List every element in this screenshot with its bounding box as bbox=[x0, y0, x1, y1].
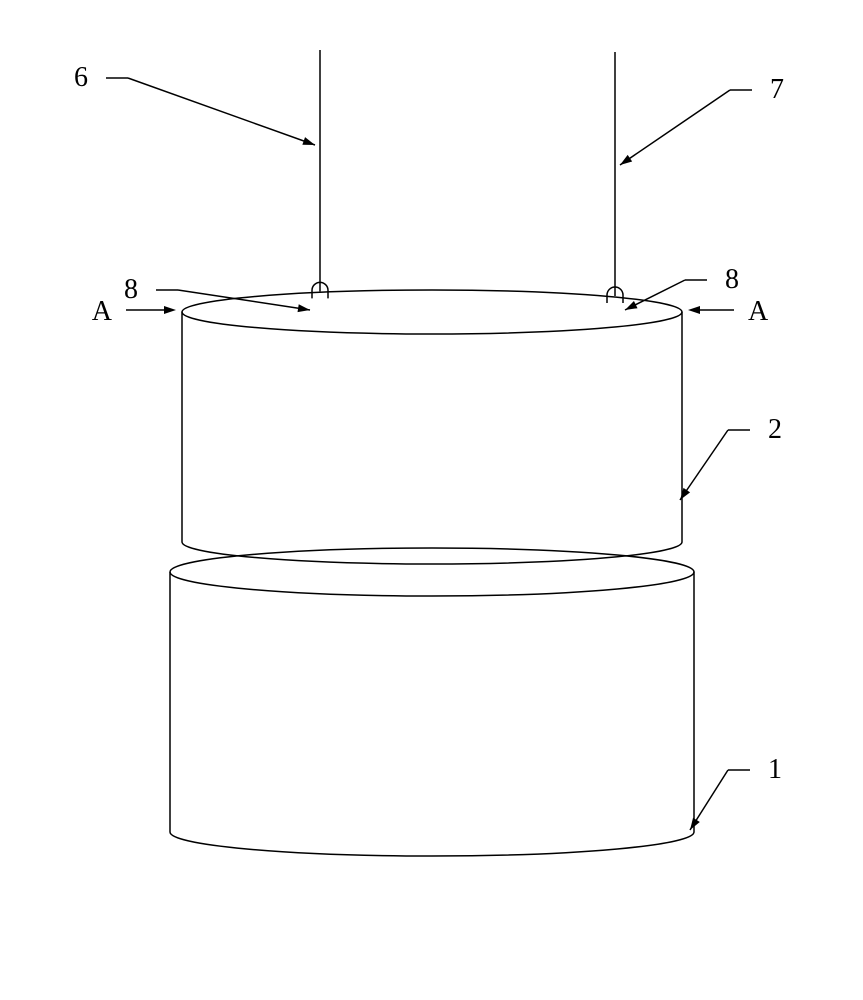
svg-text:1: 1 bbox=[768, 754, 782, 785]
svg-text:2: 2 bbox=[768, 414, 782, 445]
callout-1: 1 bbox=[690, 754, 782, 830]
callout-6: 6 bbox=[74, 62, 315, 145]
svg-text:6: 6 bbox=[74, 62, 88, 93]
svg-text:7: 7 bbox=[770, 74, 784, 105]
callout-2: 2 bbox=[680, 414, 782, 500]
svg-text:8: 8 bbox=[124, 274, 138, 305]
svg-text:8: 8 bbox=[725, 264, 739, 295]
rod-right bbox=[607, 52, 623, 303]
rod-left bbox=[312, 50, 328, 298]
svg-text:A: A bbox=[92, 296, 113, 327]
svg-text:A: A bbox=[748, 296, 769, 327]
section-mark-right: A bbox=[688, 296, 769, 327]
cylinder-upper bbox=[182, 290, 682, 564]
callout-7: 7 bbox=[620, 74, 784, 165]
cylinder-lower bbox=[170, 548, 694, 856]
